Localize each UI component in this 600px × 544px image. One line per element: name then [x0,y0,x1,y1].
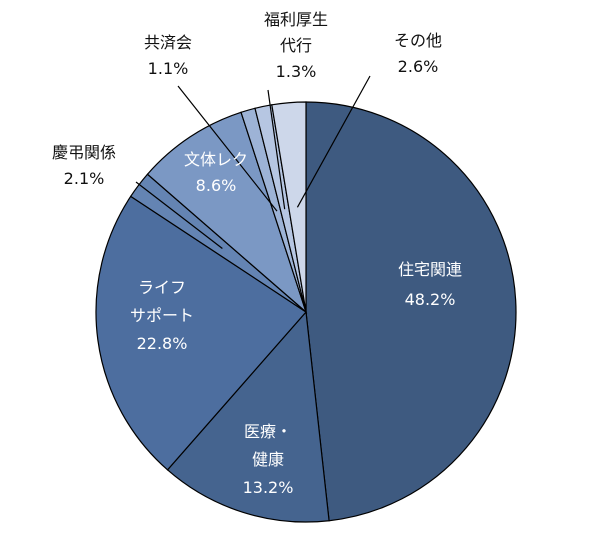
leader-line-kyosai [177,85,278,212]
slice-name-line-life: サポート [130,306,194,325]
slice-value-kyosai: 1.1% [148,59,189,78]
slice-label-jutaku: 住宅関連 48.2% [398,260,462,309]
slice-label-fukuri: 福利厚生代行 1.3% [264,10,328,81]
slice-name-line-jutaku: 住宅関連 [398,260,462,279]
slice-name-line-fukuri: 代行 [280,36,312,55]
slice-label-keicho: 慶弔関係 2.1% [52,143,116,188]
slice-value-sonota: 2.6% [398,57,439,76]
pie-slice-iryo [166,310,330,523]
labels-layer: 住宅関連 48.2% 医療・健康 13.2% ライフサポート 22.8% 慶弔関係 2.1% 文… [52,10,462,497]
slice-name-line-iryo: 医療・ [244,422,292,441]
leader-line-sonota [296,75,371,208]
pie-slice-bunka [146,111,308,314]
slice-name-line-keicho: 慶弔関係 [52,143,116,162]
leader-line-fukuri [267,89,286,210]
slice-label-life: ライフサポート 22.8% [130,278,194,353]
pie-slice-life [95,195,307,471]
slice-label-kyosai: 共済会 1.1% [144,33,192,78]
slices-layer [95,101,517,523]
slice-name-line-bunka: 文体レク [184,150,248,169]
slice-name-line-fukuri: 福利厚生 [264,10,328,29]
slice-value-bunka: 8.6% [196,176,237,195]
slice-value-jutaku: 48.2% [405,290,456,309]
slice-label-iryo: 医療・健康 13.2% [243,422,294,497]
pie-slice-jutaku [305,101,517,522]
slice-name-line-iryo: 健康 [252,450,284,469]
pie-slice-sonota [271,101,307,313]
slice-value-life: 22.8% [137,334,188,353]
slice-label-sonota: その他 2.6% [394,31,442,76]
leader-lines-layer [135,75,371,249]
slice-name-line-kyosai: 共済会 [144,33,192,52]
slice-name-line-sonota: その他 [394,31,442,50]
slice-value-keicho: 2.1% [64,169,105,188]
leader-line-keicho [135,181,223,249]
slice-value-iryo: 13.2% [243,478,294,497]
slice-value-fukuri: 1.3% [276,62,317,81]
slice-name-line-life: ライフ [138,278,186,297]
slice-label-bunka: 文体レク 8.6% [184,150,248,195]
